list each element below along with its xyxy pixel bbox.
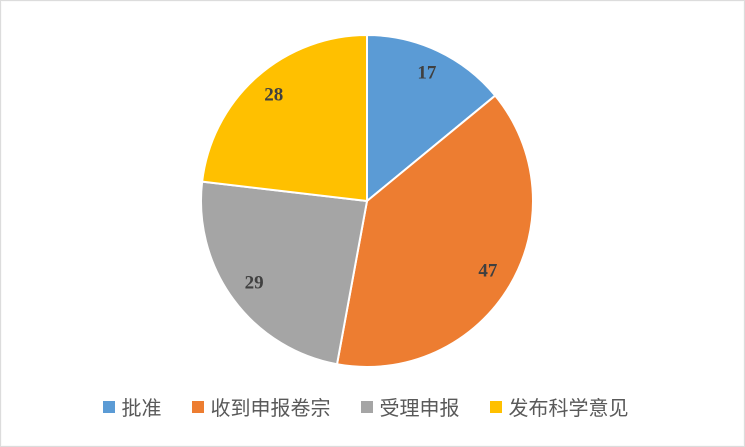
svg-text:28: 28 — [264, 85, 283, 106]
svg-text:47: 47 — [478, 261, 498, 282]
svg-text:17: 17 — [417, 63, 437, 84]
svg-text:29: 29 — [245, 273, 264, 294]
